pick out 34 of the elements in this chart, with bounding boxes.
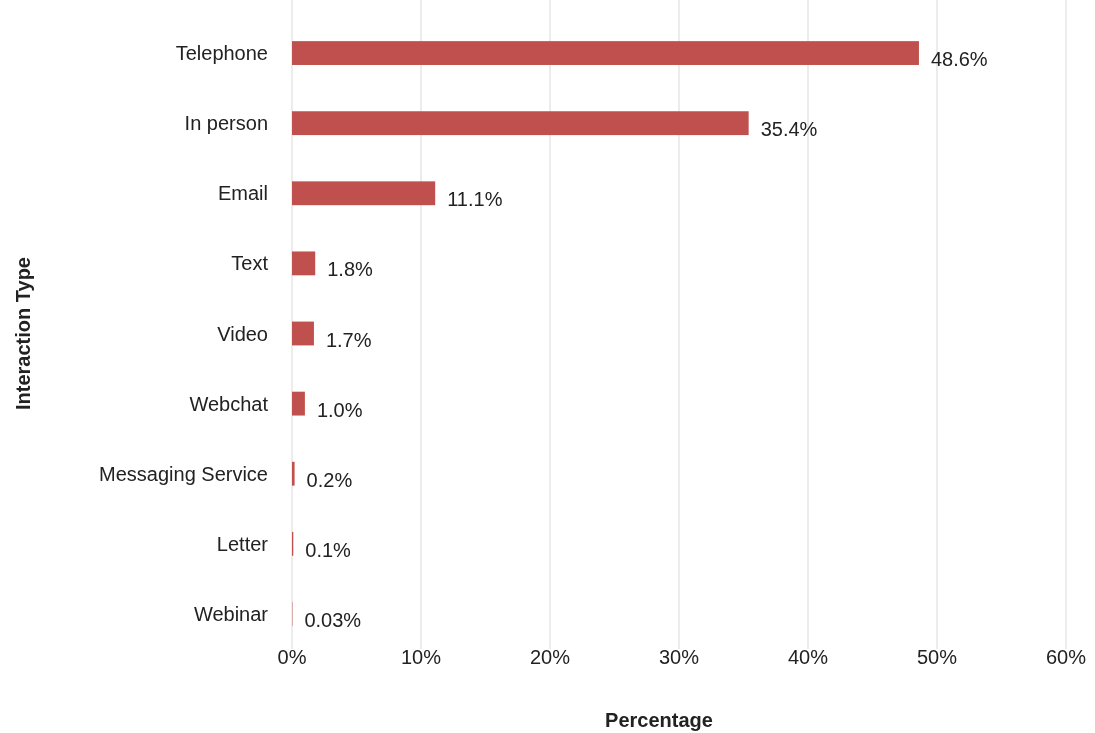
data-label: 11.1% xyxy=(447,188,503,211)
bar xyxy=(292,181,436,206)
x-tick-label: 30% xyxy=(658,646,700,668)
y-tick-label: Letter xyxy=(216,532,269,555)
y-tick-label: Email xyxy=(217,182,268,205)
y-tick-label: Telephone xyxy=(175,42,268,65)
x-tick-label: 40% xyxy=(787,646,829,668)
y-tick-label: Video xyxy=(217,322,268,345)
x-tick-label: 0% xyxy=(277,646,307,668)
y-axis-title: Interaction Type xyxy=(12,257,34,410)
y-tick-label: In person xyxy=(184,112,268,135)
data-label: 0.2% xyxy=(306,468,353,491)
x-tick-label: 60% xyxy=(1045,646,1087,668)
x-tick-label: 50% xyxy=(916,646,958,668)
y-tick-label: Webinar xyxy=(193,602,269,625)
bar xyxy=(292,461,295,486)
bar xyxy=(292,111,749,136)
data-label: 48.6% xyxy=(930,48,988,71)
data-label: 1.7% xyxy=(325,328,372,351)
x-tick-label: 20% xyxy=(529,646,571,668)
data-label: 0.1% xyxy=(305,538,352,561)
data-label: 1.8% xyxy=(327,258,374,281)
y-tick-label: Messaging Service xyxy=(99,462,268,485)
x-axis-title: Percentage xyxy=(605,709,713,731)
bar xyxy=(292,41,919,65)
bar xyxy=(292,251,316,276)
y-tick-label: Text xyxy=(231,252,269,275)
y-tick-label: Webchat xyxy=(189,392,269,415)
data-label: 1.0% xyxy=(316,398,363,421)
data-label: 35.4% xyxy=(760,118,818,141)
x-tick-label: 10% xyxy=(400,646,442,668)
bar xyxy=(292,391,305,416)
bar xyxy=(292,321,314,346)
data-label: 0.03% xyxy=(304,608,362,631)
